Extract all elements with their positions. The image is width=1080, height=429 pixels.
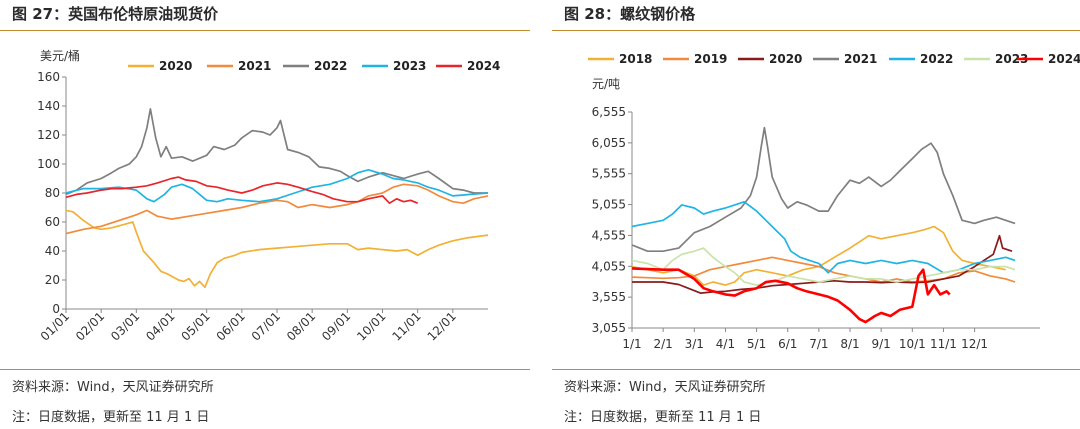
y-tick-label: 120 xyxy=(37,128,60,142)
x-tick-label: 12/01 xyxy=(425,309,459,343)
y-axis-unit: 元/吨 xyxy=(592,77,620,91)
update-note: 注：日度数据，更新至 11 月 1 日 xyxy=(12,410,210,425)
series-line-2018 xyxy=(631,225,1006,286)
legend-label: 2022 xyxy=(314,59,347,73)
y-tick-label: 0 xyxy=(52,302,60,316)
legend-label: 2024 xyxy=(1048,52,1080,66)
legend-label: 2018 xyxy=(619,52,652,66)
x-tick-label: 11/01 xyxy=(389,309,423,343)
y-tick-label: 4,055 xyxy=(592,259,626,273)
x-tick-label: 9/1 xyxy=(872,337,891,351)
series-line-2024 xyxy=(631,267,951,324)
title-rule xyxy=(552,30,1080,31)
series-line-2023 xyxy=(631,247,1016,286)
series-line-2019 xyxy=(631,256,1016,283)
title-rule xyxy=(0,30,530,31)
y-tick-label: 60 xyxy=(45,215,60,229)
brent-crude-panel: 图 27：英国布伦特原油现货价 美元/桶 2020 2021 2022 2023 2024… xyxy=(0,0,530,429)
footer-rule xyxy=(0,369,530,370)
x-tick-label: 09/01 xyxy=(319,309,353,343)
y-tick-label: 6,555 xyxy=(592,105,626,119)
x-tick-label: 7/1 xyxy=(809,337,828,351)
x-tick-label: 05/01 xyxy=(178,309,212,343)
series-line-2022 xyxy=(631,200,1016,274)
series-line-2024 xyxy=(65,176,419,205)
y-tick-label: 5,055 xyxy=(592,198,626,212)
update-note: 注：日度数据，更新至 11 月 1 日 xyxy=(564,410,762,425)
chart-title: 图 27：英国布伦特原油现货价 xyxy=(12,5,219,23)
x-tick-label: 02/01 xyxy=(73,309,107,343)
x-tick-label: 2/1 xyxy=(653,337,672,351)
x-tick-label: 10/01 xyxy=(354,309,388,343)
legend: 2018 2019 2020 2021 2022 2023 2024 xyxy=(588,52,1080,66)
x-tick-label: 3/1 xyxy=(685,337,704,351)
series-line-2020 xyxy=(632,234,1013,294)
y-tick-label: 4,555 xyxy=(592,228,626,242)
series-line-2021 xyxy=(631,126,1016,253)
footer-rule xyxy=(552,369,1080,370)
y-tick-label: 3,555 xyxy=(592,290,626,304)
legend-label: 2021 xyxy=(844,52,877,66)
x-tick-label: 6/1 xyxy=(778,337,797,351)
x-tick-label: 5/1 xyxy=(747,337,766,351)
rebar-price-panel: 图 28：螺纹钢价格 元/吨 2018 2019 2020 2021 2022 2023 20… xyxy=(552,0,1080,429)
y-tick-label: 5,555 xyxy=(592,167,626,181)
legend-label: 2020 xyxy=(769,52,802,66)
y-tick-label: 40 xyxy=(45,244,60,258)
x-tick-label: 1/1 xyxy=(622,337,641,351)
brent-crude-chart: 美元/桶 2020 2021 2022 2023 2024 160 140 120 100 80 60… xyxy=(37,48,500,344)
legend-label: 2023 xyxy=(393,59,426,73)
x-tick-label: 10/1 xyxy=(899,337,926,351)
series-line-2022 xyxy=(65,108,488,196)
x-tick-label: 03/01 xyxy=(108,309,142,343)
y-tick-label: 160 xyxy=(37,70,60,84)
legend-label: 2023 xyxy=(995,52,1028,66)
x-tick-label: 11/1 xyxy=(930,337,957,351)
x-tick-label: 8/1 xyxy=(840,337,859,351)
legend-label: 2019 xyxy=(694,52,727,66)
series-line-2021 xyxy=(65,183,489,235)
x-tick-label: 08/01 xyxy=(284,309,318,343)
x-tick-label: 04/01 xyxy=(143,309,177,343)
source-note: 资料来源：Wind，天风证券研究所 xyxy=(12,380,214,395)
y-tick-label: 100 xyxy=(37,157,60,171)
x-tick-label: 12/1 xyxy=(961,337,988,351)
y-tick-label: 3,055 xyxy=(592,321,626,335)
series-line-2023 xyxy=(65,168,489,203)
x-tick-label: 4/1 xyxy=(716,337,735,351)
y-tick-label: 80 xyxy=(45,186,60,200)
y-tick-label: 20 xyxy=(45,273,60,287)
source-note: 资料来源：Wind，天风证券研究所 xyxy=(564,380,766,395)
legend: 2020 2021 2022 2023 2024 xyxy=(128,59,500,73)
legend-label: 2024 xyxy=(467,59,500,73)
legend-label: 2022 xyxy=(920,52,953,66)
y-axis-unit: 美元/桶 xyxy=(40,48,80,63)
legend-label: 2021 xyxy=(238,59,271,73)
y-tick-label: 140 xyxy=(37,99,60,113)
x-tick-label: 07/01 xyxy=(249,309,283,343)
legend-label: 2020 xyxy=(159,59,192,73)
x-tick-label: 06/01 xyxy=(214,309,248,343)
y-tick-label: 6,055 xyxy=(592,136,626,150)
series-line-2020 xyxy=(65,209,489,289)
chart-title: 图 28：螺纹钢价格 xyxy=(564,5,696,23)
rebar-price-chart: 元/吨 2018 2019 2020 2021 2022 2023 2024 6,555 6,05… xyxy=(588,52,1080,351)
